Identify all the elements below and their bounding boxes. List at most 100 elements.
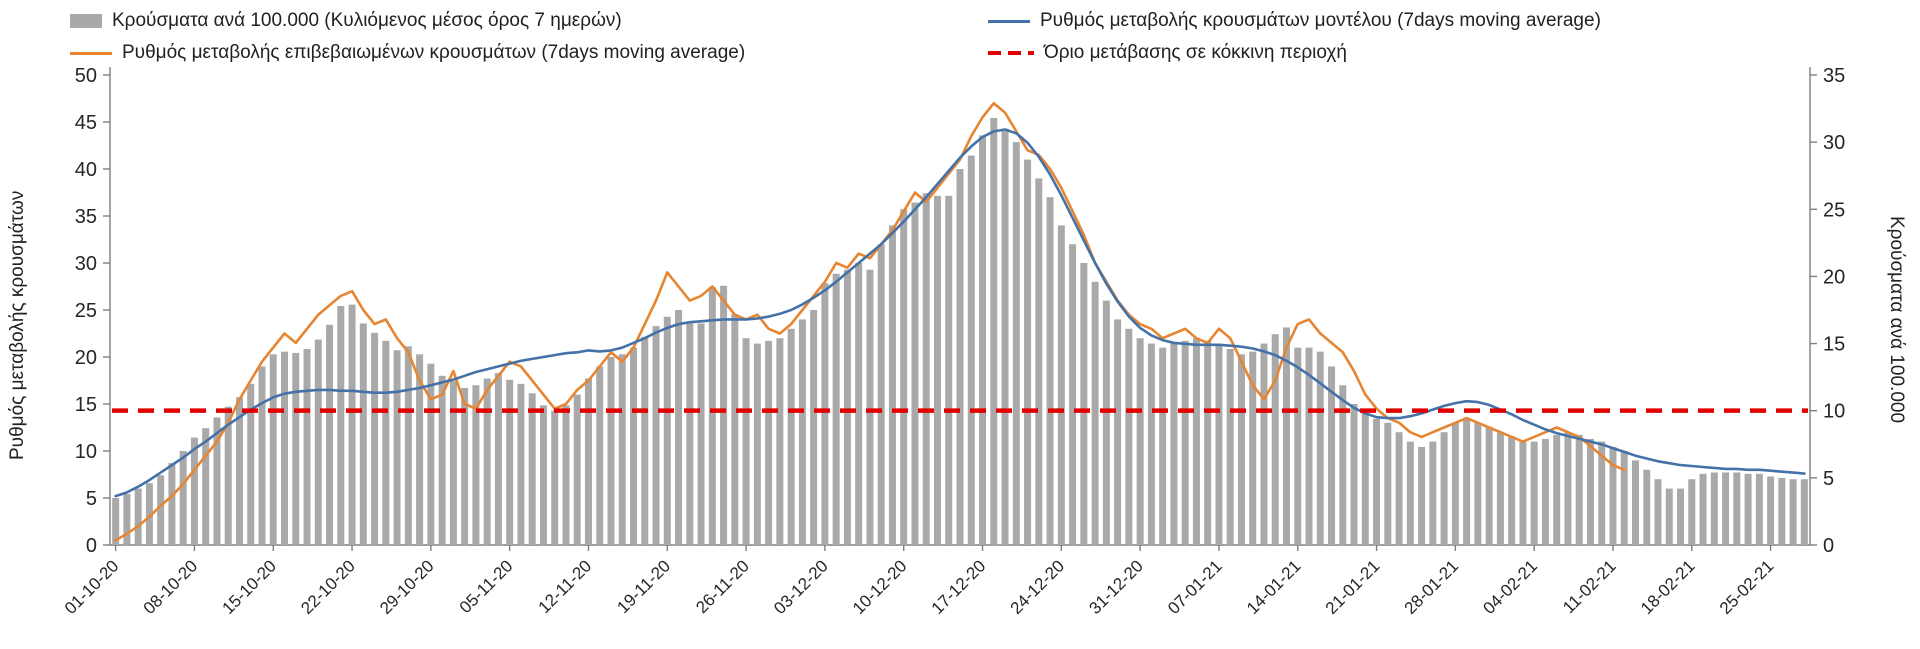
cases-bar xyxy=(1564,432,1572,545)
cases-bar xyxy=(888,225,896,545)
cases-bar xyxy=(1204,340,1212,545)
cases-bar xyxy=(1271,334,1279,545)
left-tick-label: 45 xyxy=(75,112,97,134)
confirmed-line-swatch xyxy=(70,51,112,55)
cases-bar xyxy=(145,483,153,545)
right-tick-label: 30 xyxy=(1823,132,1845,154)
cases-bar xyxy=(506,379,514,545)
cases-bar xyxy=(371,332,379,545)
cases-bar xyxy=(213,417,221,545)
cases-bar xyxy=(1283,327,1290,545)
cases-bar xyxy=(292,352,300,545)
x-tick-label: 21-01-21 xyxy=(1322,556,1384,618)
cases-bar xyxy=(1012,142,1020,545)
x-tick-label: 24-12-20 xyxy=(1007,556,1069,618)
cases-bar xyxy=(404,346,412,545)
right-tick-label: 25 xyxy=(1823,199,1845,221)
left-tick-label: 35 xyxy=(75,206,97,228)
cases-bar xyxy=(326,324,334,545)
cases-bar xyxy=(1102,300,1110,545)
cases-bar xyxy=(922,193,930,545)
left-tick-label: 15 xyxy=(75,394,97,416)
cases-bar xyxy=(157,475,165,545)
cases-bar xyxy=(1069,244,1077,545)
cases-bar xyxy=(697,323,705,545)
cases-bar xyxy=(235,397,243,545)
cases-bar xyxy=(1170,343,1178,545)
cases-bar xyxy=(303,348,311,545)
cases-bar xyxy=(1474,422,1482,545)
chart-legend: Κρούσματα ανά 100.000 (Κυλιόμενος μέσος … xyxy=(0,0,1920,66)
cases-bar xyxy=(179,451,187,545)
right-tick-label: 15 xyxy=(1823,334,1845,356)
left-tick-label: 0 xyxy=(86,535,97,557)
left-tick-label: 40 xyxy=(75,159,97,181)
cases-bar xyxy=(753,343,761,545)
left-tick-label: 20 xyxy=(75,347,97,369)
cases-bar xyxy=(1699,473,1707,545)
cases-bar xyxy=(449,381,457,545)
cases-bar xyxy=(607,357,615,545)
cases-bar xyxy=(1553,434,1561,545)
cases-bar xyxy=(1485,426,1493,545)
left-tick-label: 25 xyxy=(75,300,97,322)
left-tick-label: 5 xyxy=(86,488,97,510)
cases-bar xyxy=(472,385,480,545)
cases-bar xyxy=(945,195,953,545)
cases-bar xyxy=(224,406,232,545)
cases-bar xyxy=(269,354,277,545)
cases-bar xyxy=(427,363,435,545)
cases-bar xyxy=(123,493,131,545)
x-tick-label: 19-11-20 xyxy=(613,556,674,617)
cases-bar xyxy=(1688,479,1696,545)
cases-bar xyxy=(798,319,806,545)
cases-bar xyxy=(1609,446,1617,545)
cases-bar xyxy=(708,287,716,545)
cases-bar xyxy=(393,350,401,545)
cases-bar xyxy=(1632,460,1639,545)
cases-bar xyxy=(1677,488,1685,545)
x-tick-label: 18-02-21 xyxy=(1637,556,1699,618)
x-tick-label: 07-01-21 xyxy=(1164,556,1226,618)
cases-bar xyxy=(742,338,750,545)
legend-label-confirmed-line: Ρυθμός μεταβολής επιβεβαιωμένων κρουσμάτ… xyxy=(122,42,746,63)
cases-bar xyxy=(1328,366,1336,545)
cases-bar xyxy=(866,269,874,545)
cases-bar xyxy=(1147,343,1155,545)
legend-item-model-line: Ρυθμός μεταβολής κρουσμάτων μοντέλου (7d… xyxy=(988,10,1601,32)
cases-bar xyxy=(1767,476,1775,545)
cases-bar xyxy=(630,347,637,545)
cases-bar xyxy=(247,383,255,545)
cases-bar xyxy=(1800,479,1808,545)
cases-bar xyxy=(168,463,176,545)
cases-bar xyxy=(1159,347,1167,545)
cases-bar xyxy=(551,410,559,545)
cases-bar xyxy=(1755,473,1763,545)
cases-bar xyxy=(1733,472,1741,545)
cases-bar xyxy=(1125,328,1133,545)
cases-bar xyxy=(202,428,210,545)
cases-bar xyxy=(1598,441,1606,545)
x-tick-label: 12-11-20 xyxy=(535,556,596,617)
cases-bar xyxy=(720,285,728,545)
cases-bar xyxy=(438,375,446,545)
legend-label-threshold: Όριο μετάβασης σε κόκκινη περιοχή xyxy=(1044,42,1347,63)
x-tick-label: 17-12-20 xyxy=(928,556,990,618)
x-tick-label: 25-02-21 xyxy=(1716,556,1778,618)
x-tick-label: 15-10-20 xyxy=(219,556,281,618)
cases-bar xyxy=(1418,446,1426,545)
cases-bar xyxy=(1508,436,1516,545)
cases-bar xyxy=(1778,477,1786,545)
cases-bar xyxy=(1260,343,1268,545)
confirmed-rate-line xyxy=(114,101,1626,542)
legend-label-cases-bars: Κρούσματα ανά 100.000 (Κυλιόμενος μέσος … xyxy=(112,10,622,31)
cases-bar xyxy=(1429,441,1437,545)
cases-bar xyxy=(573,394,581,545)
cases-bar xyxy=(776,338,784,545)
cases-bar xyxy=(1001,128,1009,545)
cases-bar xyxy=(686,323,694,545)
cases-bar xyxy=(1215,343,1223,545)
cases-bar xyxy=(1350,404,1358,545)
cases-bar xyxy=(1249,351,1257,545)
cases-bar xyxy=(1316,351,1324,545)
